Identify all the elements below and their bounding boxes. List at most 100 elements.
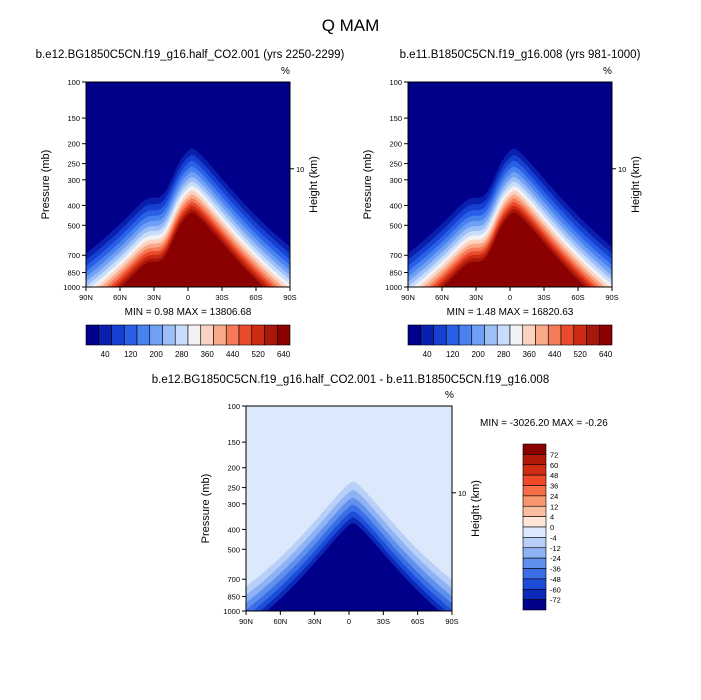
panel3-xtick-label: 30N xyxy=(308,617,322,626)
panel1-colorbar-label: 360 xyxy=(200,350,214,359)
panel1-ytick-label: 300 xyxy=(67,176,80,185)
panel1-xtick-label: 60S xyxy=(249,293,262,302)
panel1-colorbar-box xyxy=(251,324,265,346)
panel3-xtick-label: 60N xyxy=(273,617,287,626)
panel3-xtick-label: 60S xyxy=(411,617,424,626)
panel3-xtick-label: 30S xyxy=(377,617,390,626)
panel3-colorbar-label: 36 xyxy=(550,482,558,491)
panel1-colorbar-box xyxy=(276,324,291,346)
panel2-ytick-label: 250 xyxy=(389,160,402,169)
panel1-colorbar-box xyxy=(238,324,253,346)
panel2-colorbar-box xyxy=(535,324,549,346)
panel2-colorbar-box xyxy=(433,324,447,346)
panel3-title: b.e12.BG1850C5CN.f19_g16.half_CO2.001 - … xyxy=(151,374,550,386)
panel3-xtick-label: 90S xyxy=(445,617,458,626)
panel3-ylabel: Pressure (mb) xyxy=(200,474,212,544)
panel1-colorbar-box xyxy=(111,324,125,346)
panel2-colorbar-box xyxy=(484,324,498,346)
panel1-colorbar-label: 40 xyxy=(101,350,110,359)
panel2-ytick-label: 300 xyxy=(389,176,402,185)
panel2-title: b.e11.B1850C5CN.f19_g16.008 (yrs 981-100… xyxy=(399,49,641,61)
panel1-colorbar-box xyxy=(187,324,202,346)
panel2-stats: MIN = 1.48 MAX = 16820.63 xyxy=(446,307,574,318)
panel3-contours xyxy=(246,406,452,611)
panel1-ytick-label: 1000 xyxy=(63,283,80,292)
panel3-ytick-label: 150 xyxy=(227,438,240,447)
panel2-colorbar-box xyxy=(496,324,511,346)
panel2-colorbar-label: 520 xyxy=(573,350,587,359)
panel1-xtick-label: 90S xyxy=(283,293,296,302)
panel1-colorbar-box xyxy=(174,324,189,346)
panel1-ytick-label: 500 xyxy=(67,221,80,230)
panel2-xtick-label: 60S xyxy=(571,293,584,302)
panel1-colorbar-box xyxy=(162,324,176,346)
panel3-colorbar-box xyxy=(522,557,547,569)
panel1-xtick-label: 30S xyxy=(215,293,228,302)
panel3-colorbar-box xyxy=(522,599,547,611)
panel2-colorbar-box xyxy=(458,324,473,346)
panel1-colorbar-box xyxy=(98,324,112,346)
panel2-colorbar-box xyxy=(445,324,460,346)
panel3-colorbar-label: -48 xyxy=(550,575,561,584)
panel1-contour-level xyxy=(86,212,290,287)
panel3-colorbar-label: -72 xyxy=(550,596,561,605)
panel3-ytick-label: 1000 xyxy=(223,607,240,616)
panel2-ytick-label: 850 xyxy=(389,269,402,278)
panel3-colorbar-box xyxy=(522,537,547,549)
panel2-colorbar-label: 640 xyxy=(599,350,613,359)
panel1-ytick-label: 100 xyxy=(67,78,80,87)
panel2-colorbar-box xyxy=(573,324,587,346)
panel2-colorbar-box xyxy=(547,324,562,346)
panel1-colorbar-box xyxy=(136,324,151,346)
panel3-ytick-label: 300 xyxy=(227,500,240,509)
panel2-colorbar-label: 280 xyxy=(497,350,511,359)
panel2-colorbar-box xyxy=(598,324,613,346)
panel1-ytick-label: 150 xyxy=(67,114,80,123)
panel1-colorbar-label: 200 xyxy=(149,350,163,359)
panel2-y2label: Height (km) xyxy=(630,156,642,213)
panel2-xtick-label: 30S xyxy=(537,293,550,302)
panel3-colorbar-box xyxy=(522,578,547,590)
panel2-colorbar-box xyxy=(522,324,536,346)
panel3-colorbar-label: 12 xyxy=(550,502,558,511)
panel2-xtick-label: 30N xyxy=(469,293,483,302)
figure-title: Q MAM xyxy=(321,16,380,35)
panel2-ytick-label: 200 xyxy=(389,140,402,149)
panel2-colorbar-label: 440 xyxy=(548,350,562,359)
panel3-ytick-label: 100 xyxy=(227,402,240,411)
panel3-colorbar-label: -24 xyxy=(550,554,561,563)
panel3-y2tick-label: 10 xyxy=(458,489,466,498)
panel2-colorbar-box xyxy=(471,324,485,346)
panel1-xtick-label: 30N xyxy=(147,293,161,302)
panel1-ytick-label: 200 xyxy=(67,140,80,149)
panel1-xtick-label: 90N xyxy=(79,293,93,302)
panel3-colorbar-box xyxy=(522,485,547,497)
panel2-xtick-label: 60N xyxy=(435,293,449,302)
panel1-units: % xyxy=(281,66,290,77)
panel3-colorbar-label: -4 xyxy=(550,533,557,542)
panel3-ytick-label: 700 xyxy=(227,575,240,584)
panel1-colorbar-box xyxy=(123,324,138,346)
panel1-ytick-label: 850 xyxy=(67,269,80,278)
panel1-ytick-label: 700 xyxy=(67,251,80,260)
panel1-colorbar-label: 440 xyxy=(226,350,240,359)
panel3-colorbar-box xyxy=(522,495,547,507)
panel2-colorbar-box xyxy=(509,324,524,346)
panel3-colorbar-label: 48 xyxy=(550,471,558,480)
panel2-ytick-label: 1000 xyxy=(385,283,402,292)
panel3-ytick-label: 500 xyxy=(227,545,240,554)
panel3-units: % xyxy=(445,390,454,401)
panel2-xtick-label: 90S xyxy=(605,293,618,302)
panel3-ytick-label: 250 xyxy=(227,484,240,493)
panel1-ytick-label: 250 xyxy=(67,160,80,169)
panel2-ylabel: Pressure (mb) xyxy=(362,150,374,220)
panel1-ylabel: Pressure (mb) xyxy=(40,150,52,220)
panel1-colorbar-label: 280 xyxy=(175,350,189,359)
panel3-colorbar-label: 0 xyxy=(550,523,554,532)
panel3-xtick-label: 90N xyxy=(239,617,253,626)
panel1-y2tick-label: 10 xyxy=(296,165,304,174)
panel1-colorbar-box xyxy=(264,324,278,346)
panel2-ytick-label: 400 xyxy=(389,201,402,210)
panel2-ytick-label: 150 xyxy=(389,114,402,123)
